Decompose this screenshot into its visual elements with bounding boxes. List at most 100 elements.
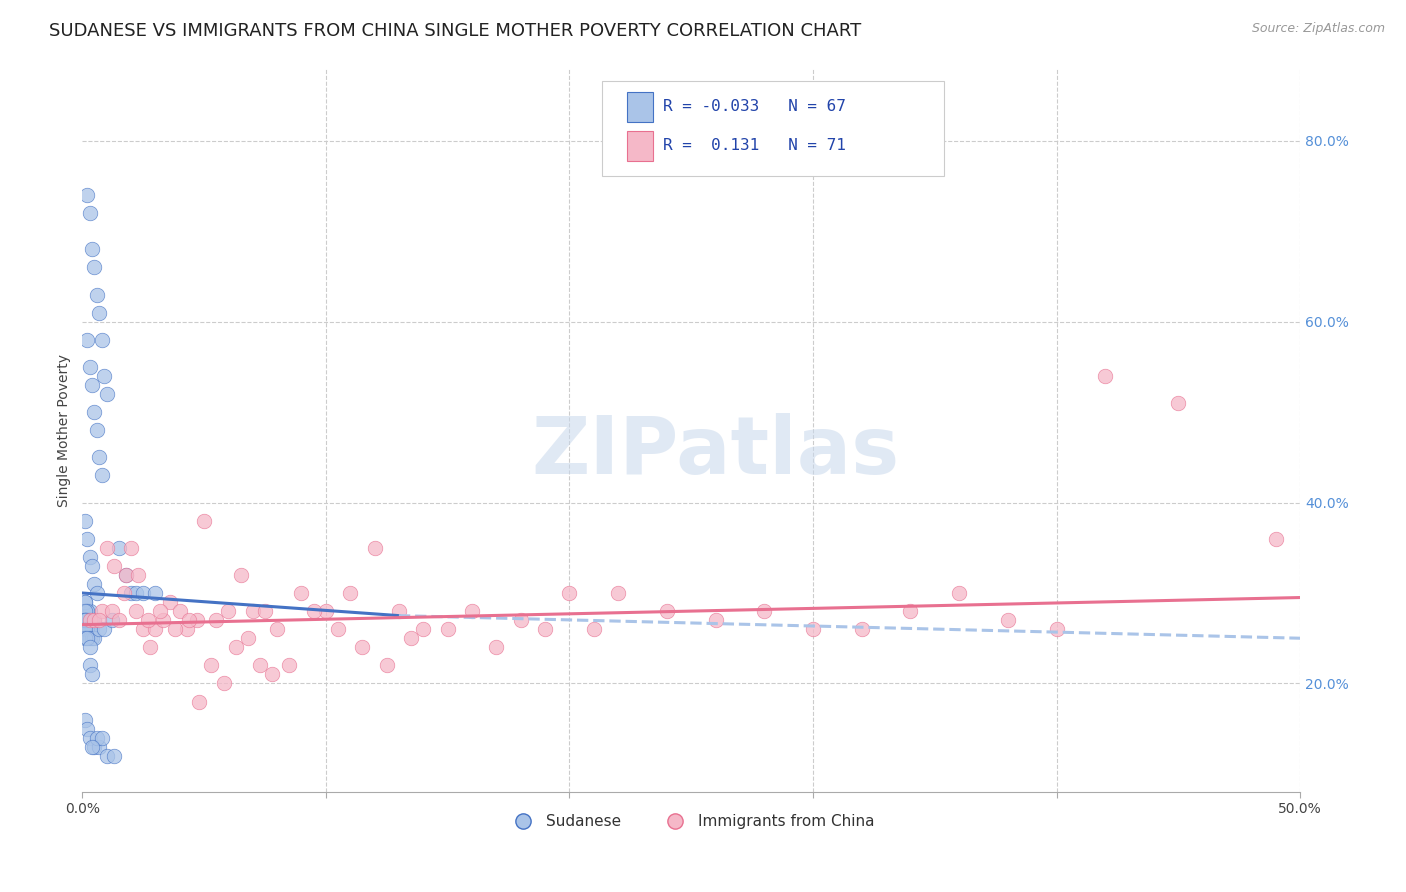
Point [704, 613, 727, 627]
Point [302, 604, 325, 618]
Point [73, 713, 96, 727]
Point [1264, 532, 1286, 546]
Point [79, 622, 101, 636]
Point [388, 604, 411, 618]
Point [253, 604, 276, 618]
Point [229, 568, 252, 582]
Point [127, 568, 149, 582]
Point [558, 586, 581, 600]
Point [76, 604, 98, 618]
Point [225, 640, 247, 655]
Point [80, 558, 103, 573]
Point [352, 640, 374, 655]
Point [73, 604, 96, 618]
Point [948, 586, 970, 600]
Point [461, 604, 484, 618]
Point [754, 604, 776, 618]
Point [262, 667, 284, 681]
Point [76, 613, 98, 627]
Point [997, 613, 1019, 627]
Text: ZIPatlas: ZIPatlas [531, 413, 900, 491]
Point [90, 604, 112, 618]
Point [149, 604, 172, 618]
Point [76, 532, 98, 546]
Point [186, 613, 208, 627]
Point [655, 604, 678, 618]
Point [159, 595, 181, 609]
Point [76, 604, 98, 618]
Point [193, 514, 215, 528]
Point [115, 568, 138, 582]
Point [217, 604, 239, 618]
Point [83, 613, 105, 627]
Point [278, 658, 301, 673]
FancyBboxPatch shape [602, 81, 945, 176]
Point [125, 586, 148, 600]
Point [89, 306, 111, 320]
Point [79, 658, 101, 673]
Point [80, 378, 103, 392]
Point [96, 387, 118, 401]
Point [1167, 396, 1189, 410]
Point [103, 558, 125, 573]
Point [73, 514, 96, 528]
Point [115, 568, 138, 582]
Point [315, 604, 337, 618]
Point [143, 586, 166, 600]
Point [200, 658, 222, 673]
Point [108, 613, 131, 627]
Point [73, 595, 96, 609]
Point [125, 604, 148, 618]
Point [96, 748, 118, 763]
FancyBboxPatch shape [627, 131, 654, 161]
Point [179, 613, 201, 627]
Point [80, 739, 103, 754]
Point [83, 260, 105, 275]
Point [139, 640, 162, 655]
Point [80, 622, 103, 636]
Point [188, 694, 211, 708]
Point [73, 632, 96, 646]
Point [1094, 369, 1116, 384]
Point [90, 731, 112, 745]
Point [79, 613, 101, 627]
Point [79, 359, 101, 374]
Point [73, 595, 96, 609]
FancyBboxPatch shape [627, 92, 654, 122]
Point [1045, 622, 1067, 636]
Point [83, 577, 105, 591]
Point [100, 604, 122, 618]
Point [169, 604, 191, 618]
Point [375, 658, 398, 673]
Point [112, 586, 135, 600]
Point [363, 541, 385, 555]
Text: SUDANESE VS IMMIGRANTS FROM CHINA SINGLE MOTHER POVERTY CORRELATION CHART: SUDANESE VS IMMIGRANTS FROM CHINA SINGLE… [49, 22, 862, 40]
Point [83, 632, 105, 646]
Point [76, 722, 98, 736]
Point [89, 613, 111, 627]
Point [76, 632, 98, 646]
Point [86, 731, 108, 745]
Text: Source: ZipAtlas.com: Source: ZipAtlas.com [1251, 22, 1385, 36]
Point [80, 667, 103, 681]
Y-axis label: Single Mother Poverty: Single Mother Poverty [58, 354, 72, 507]
Point [132, 586, 155, 600]
Point [176, 622, 198, 636]
Point [79, 632, 101, 646]
Point [163, 622, 186, 636]
Point [485, 640, 508, 655]
Point [339, 586, 361, 600]
Point [79, 206, 101, 220]
Point [76, 622, 98, 636]
Point [120, 586, 142, 600]
Point [801, 622, 824, 636]
Point [73, 613, 96, 627]
Point [242, 604, 264, 618]
Point [79, 731, 101, 745]
Point [76, 188, 98, 202]
Point [851, 622, 873, 636]
Point [90, 468, 112, 483]
Point [509, 613, 531, 627]
Point [412, 622, 434, 636]
Point [76, 333, 98, 347]
